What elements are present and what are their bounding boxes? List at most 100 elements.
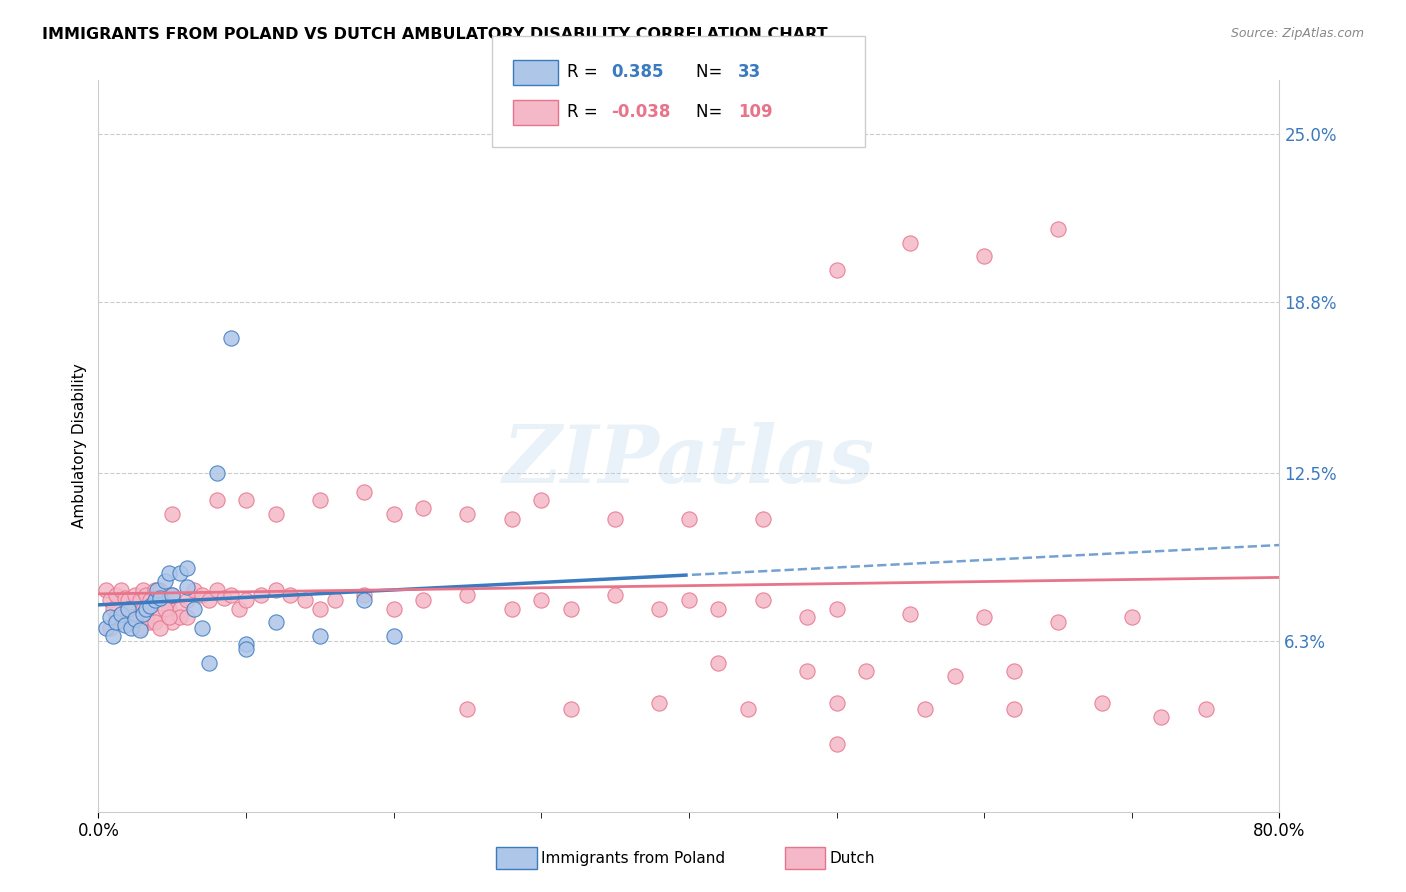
- Point: [294, 593, 316, 607]
- Point: [110, 609, 132, 624]
- Point: [855, 664, 877, 678]
- Point: [176, 593, 198, 607]
- Point: [205, 493, 228, 508]
- Point: [1002, 702, 1025, 716]
- Point: [382, 507, 405, 521]
- Point: [198, 656, 221, 670]
- Point: [943, 669, 966, 683]
- Point: [114, 617, 136, 632]
- Point: [825, 737, 848, 751]
- Point: [264, 582, 287, 597]
- Point: [973, 609, 995, 624]
- Text: 109: 109: [738, 103, 773, 121]
- Point: [678, 593, 700, 607]
- Point: [98, 593, 121, 607]
- Point: [176, 561, 198, 575]
- Point: [143, 593, 166, 607]
- Point: [157, 609, 180, 624]
- Point: [135, 588, 157, 602]
- Point: [117, 615, 139, 629]
- Text: Dutch: Dutch: [830, 851, 875, 865]
- Point: [120, 620, 142, 634]
- Text: IMMIGRANTS FROM POLAND VS DUTCH AMBULATORY DISABILITY CORRELATION CHART: IMMIGRANTS FROM POLAND VS DUTCH AMBULATO…: [42, 27, 828, 42]
- Point: [120, 601, 142, 615]
- Point: [162, 588, 183, 602]
- Point: [139, 593, 162, 607]
- Text: N=: N=: [696, 103, 727, 121]
- Point: [501, 512, 523, 526]
- Point: [110, 607, 132, 621]
- Point: [280, 588, 302, 602]
- Point: [323, 593, 346, 607]
- Point: [149, 591, 172, 605]
- Point: [128, 593, 150, 607]
- Point: [678, 512, 700, 526]
- Point: [146, 582, 169, 597]
- Point: [120, 609, 142, 624]
- Point: [117, 593, 139, 607]
- Point: [900, 235, 922, 250]
- Point: [103, 629, 125, 643]
- Point: [169, 609, 191, 624]
- Point: [605, 588, 627, 602]
- Point: [825, 263, 848, 277]
- Point: [648, 601, 671, 615]
- Point: [153, 574, 176, 589]
- Text: Source: ZipAtlas.com: Source: ZipAtlas.com: [1230, 27, 1364, 40]
- Point: [825, 601, 848, 615]
- Point: [707, 656, 730, 670]
- Point: [235, 642, 257, 657]
- Point: [752, 512, 775, 526]
- Point: [183, 582, 205, 597]
- Point: [176, 609, 198, 624]
- Point: [309, 601, 332, 615]
- Point: [124, 588, 146, 602]
- Text: ZIPatlas: ZIPatlas: [503, 422, 875, 500]
- Point: [139, 615, 162, 629]
- Point: [153, 601, 176, 615]
- Point: [139, 599, 162, 613]
- Point: [162, 507, 183, 521]
- Point: [457, 588, 479, 602]
- Y-axis label: Ambulatory Disability: Ambulatory Disability: [72, 364, 87, 528]
- Text: R =: R =: [567, 63, 603, 81]
- Point: [264, 615, 287, 629]
- Point: [648, 128, 671, 142]
- Point: [149, 620, 172, 634]
- Text: 0.385: 0.385: [612, 63, 664, 81]
- Point: [752, 593, 775, 607]
- Point: [124, 612, 146, 626]
- Point: [457, 702, 479, 716]
- Point: [169, 601, 191, 615]
- Point: [457, 507, 479, 521]
- Text: R =: R =: [567, 103, 603, 121]
- Point: [146, 609, 169, 624]
- Point: [309, 629, 332, 643]
- Point: [149, 582, 172, 597]
- Point: [132, 601, 155, 615]
- Point: [205, 466, 228, 480]
- Point: [250, 588, 273, 602]
- Point: [162, 615, 183, 629]
- Point: [221, 331, 243, 345]
- Point: [228, 601, 250, 615]
- Point: [264, 507, 287, 521]
- Point: [560, 601, 582, 615]
- Point: [198, 593, 221, 607]
- Point: [1046, 615, 1070, 629]
- Point: [737, 702, 759, 716]
- Point: [98, 620, 121, 634]
- Point: [94, 582, 117, 597]
- Point: [105, 609, 128, 624]
- Point: [143, 582, 166, 597]
- Point: [191, 620, 214, 634]
- Point: [135, 601, 157, 615]
- Point: [221, 588, 243, 602]
- Point: [309, 493, 332, 508]
- Point: [1002, 664, 1025, 678]
- Point: [110, 582, 132, 597]
- Point: [412, 593, 434, 607]
- Point: [114, 591, 136, 605]
- Point: [501, 601, 523, 615]
- Point: [530, 493, 553, 508]
